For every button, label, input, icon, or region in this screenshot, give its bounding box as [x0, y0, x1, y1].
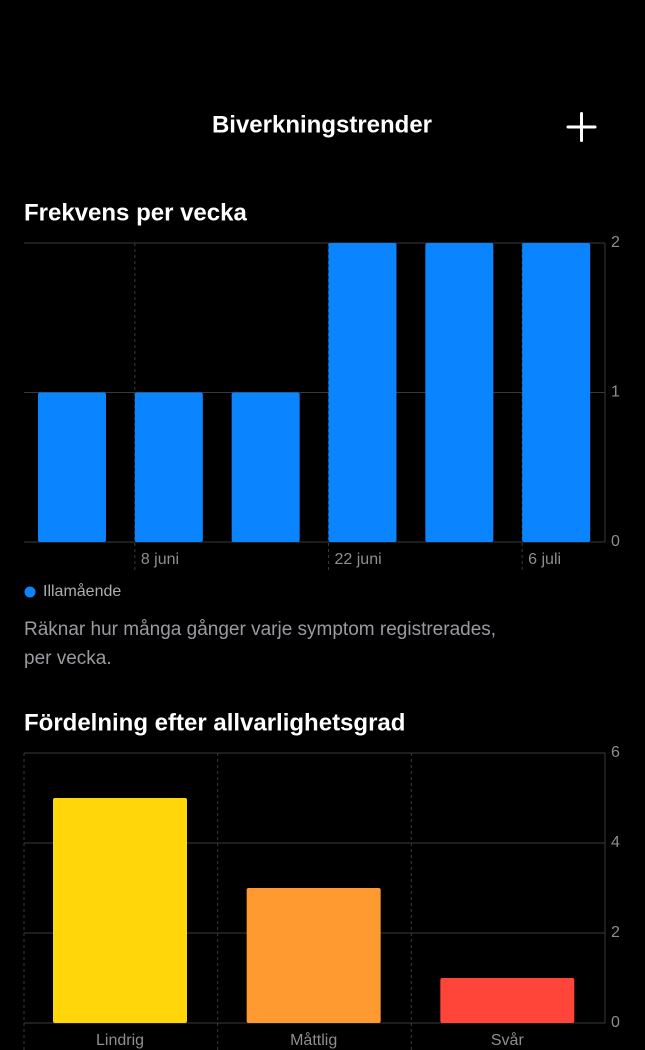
y-tick-label: 6: [611, 744, 620, 761]
chart-title: Frekvens per vecka: [24, 199, 247, 226]
y-tick-label: 2: [611, 234, 620, 251]
bar: [440, 978, 575, 1023]
y-tick-label: 0: [611, 1014, 620, 1031]
x-tick-label: 8 juni: [141, 551, 179, 568]
x-tick-label: Svår: [491, 1031, 525, 1049]
chart-note: Räknar hur många gånger varje symptom re…: [24, 619, 496, 640]
x-tick-label: 22 juni: [335, 551, 382, 568]
bar: [53, 798, 187, 1023]
y-tick-label: 0: [611, 533, 620, 550]
legend-swatch: [24, 586, 36, 598]
legend-label: Illamående: [43, 582, 121, 600]
bar: [231, 392, 300, 542]
chart-title: Fördelning efter allvarlighetsgrad: [24, 709, 405, 736]
y-tick-label: 1: [611, 384, 620, 401]
x-tick-label: Måttlig: [290, 1031, 337, 1049]
y-tick-label: 4: [611, 834, 620, 851]
x-tick-label: Lindrig: [96, 1032, 144, 1049]
chart-note: per vecka.: [24, 648, 112, 669]
bar: [38, 392, 106, 542]
bar: [246, 888, 381, 1023]
bar: [134, 392, 203, 542]
bar: [328, 243, 397, 542]
add-button[interactable]: [566, 112, 597, 142]
y-tick-label: 2: [611, 924, 620, 941]
bar: [425, 243, 494, 542]
x-tick-label: 6 juli: [528, 551, 561, 568]
bar: [522, 243, 591, 542]
screen-title: Biverkningstrender: [212, 111, 432, 138]
